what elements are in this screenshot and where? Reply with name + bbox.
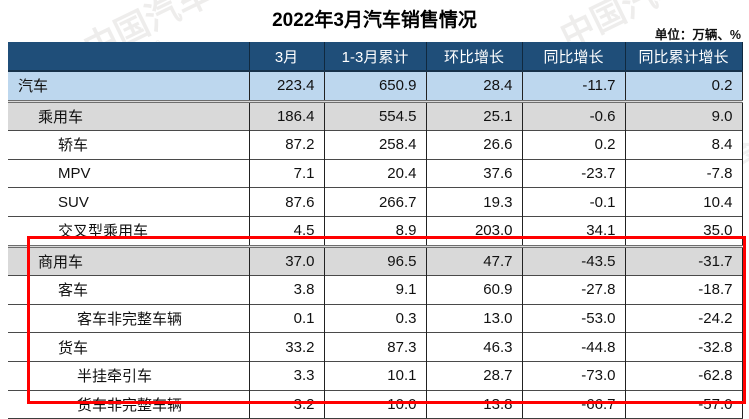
cell: 37.0 <box>249 244 325 276</box>
page-title: 2022年3月汽车销售情况 <box>272 10 477 31</box>
cell: -11.7 <box>522 69 626 102</box>
row-label: 商用车 <box>8 244 250 276</box>
row-label: MPV <box>8 158 250 188</box>
row-label: 交叉型乘用车 <box>8 215 250 247</box>
cell: -73.0 <box>522 360 626 391</box>
table-row-mpv: MPV 7.1 20.4 37.6 -23.7 -7.8 <box>8 158 743 188</box>
cell: -31.7 <box>625 244 743 276</box>
column-header-yoy-cumulative-growth: 同比累计增长 <box>625 42 743 71</box>
cell: 19.3 <box>426 187 523 217</box>
cell: 87.2 <box>249 130 325 160</box>
cell: 554.5 <box>324 99 427 131</box>
column-header-rowlabel <box>8 42 250 71</box>
row-label: SUV <box>8 187 250 217</box>
row-label: 客车 <box>8 275 250 305</box>
cell: 8.4 <box>625 130 743 160</box>
cell: -32.8 <box>625 332 743 362</box>
cell: -18.7 <box>625 275 743 305</box>
cell: -23.7 <box>522 158 626 188</box>
cell: 26.6 <box>426 130 523 160</box>
cell: 96.5 <box>324 244 427 276</box>
row-label: 半挂牵引车 <box>8 360 250 391</box>
cell: -0.6 <box>522 99 626 131</box>
row-label: 汽车 <box>8 69 250 102</box>
cell: 10.1 <box>324 360 427 391</box>
cell: 9.1 <box>324 275 427 305</box>
cell: 20.4 <box>324 158 427 188</box>
cell: 0.2 <box>522 130 626 160</box>
cell: -43.5 <box>522 244 626 276</box>
cell: 650.9 <box>324 69 427 102</box>
cell: 60.9 <box>426 275 523 305</box>
cell: 7.1 <box>249 158 325 188</box>
cell: 46.3 <box>426 332 523 362</box>
row-label: 客车非完整车辆 <box>8 303 250 333</box>
cell: 25.1 <box>426 99 523 131</box>
cell: 3.2 <box>249 389 325 419</box>
cell: 28.4 <box>426 69 523 102</box>
cell: 258.4 <box>324 130 427 160</box>
cell: -53.0 <box>522 303 626 333</box>
cell: 34.1 <box>522 215 626 247</box>
cell: 33.2 <box>249 332 325 362</box>
cell: -0.1 <box>522 187 626 217</box>
cell: -27.8 <box>522 275 626 305</box>
table-row-commercial-vehicle: 商用车 37.0 96.5 47.7 -43.5 -31.7 <box>8 244 743 276</box>
cell: 0.1 <box>249 303 325 333</box>
cell: 3.8 <box>249 275 325 305</box>
table-row-suv: SUV 87.6 266.7 19.3 -0.1 10.4 <box>8 187 743 217</box>
row-label: 货车非完整车辆 <box>8 389 250 419</box>
cell: -24.2 <box>625 303 743 333</box>
table-row-auto-total: 汽车 223.4 650.9 28.4 -11.7 0.2 <box>8 69 743 102</box>
unit-note: 单位：万辆、% <box>654 28 741 42</box>
cell: 87.6 <box>249 187 325 217</box>
table-row-sedan: 轿车 87.2 258.4 26.6 0.2 8.4 <box>8 130 743 160</box>
cell: 28.7 <box>426 360 523 391</box>
cell: -62.8 <box>625 360 743 391</box>
cell: 223.4 <box>249 69 325 102</box>
cell: -7.8 <box>625 158 743 188</box>
table-row-truck: 货车 33.2 87.3 46.3 -44.8 -32.8 <box>8 332 743 362</box>
cell: -66.7 <box>522 389 626 419</box>
table-row-bus-incomplete: 客车非完整车辆 0.1 0.3 13.0 -53.0 -24.2 <box>8 303 743 333</box>
cell: 4.5 <box>249 215 325 247</box>
cell: 0.3 <box>324 303 427 333</box>
cell: 37.6 <box>426 158 523 188</box>
cell: -57.0 <box>625 389 743 419</box>
cell: 87.3 <box>324 332 427 362</box>
cell: 10.0 <box>324 389 427 419</box>
row-label: 乘用车 <box>8 99 250 131</box>
cell: 47.7 <box>426 244 523 276</box>
cell: 13.8 <box>426 389 523 419</box>
cell: 9.0 <box>625 99 743 131</box>
cell: 203.0 <box>426 215 523 247</box>
cell: 0.2 <box>625 69 743 102</box>
sales-table: 3月 1-3月累计 环比增长 同比增长 同比累计增长 汽车 223.4 650.… <box>8 42 743 419</box>
table-row-passenger-vehicle: 乘用车 186.4 554.5 25.1 -0.6 9.0 <box>8 99 743 131</box>
cell: 186.4 <box>249 99 325 131</box>
cell: 3.3 <box>249 360 325 391</box>
table-row-semi-trailer-tractor: 半挂牵引车 3.3 10.1 28.7 -73.0 -62.8 <box>8 360 743 391</box>
row-label: 货车 <box>8 332 250 362</box>
cell: 10.4 <box>625 187 743 217</box>
table-row-truck-incomplete: 货车非完整车辆 3.2 10.0 13.8 -66.7 -57.0 <box>8 389 743 419</box>
cell: 8.9 <box>324 215 427 247</box>
table-row-bus: 客车 3.8 9.1 60.9 -27.8 -18.7 <box>8 275 743 305</box>
column-header-yoy-growth: 同比增长 <box>522 42 626 71</box>
column-header-march: 3月 <box>249 42 325 71</box>
cell: 35.0 <box>625 215 743 247</box>
cell: 13.0 <box>426 303 523 333</box>
column-header-mom-growth: 环比增长 <box>426 42 523 71</box>
cell: -44.8 <box>522 332 626 362</box>
header-row: 3月 1-3月累计 环比增长 同比增长 同比累计增长 <box>8 42 743 71</box>
cell: 266.7 <box>324 187 427 217</box>
table-row-crossover: 交叉型乘用车 4.5 8.9 203.0 34.1 35.0 <box>8 215 743 247</box>
row-label: 轿车 <box>8 130 250 160</box>
column-header-cumulative: 1-3月累计 <box>324 42 427 71</box>
